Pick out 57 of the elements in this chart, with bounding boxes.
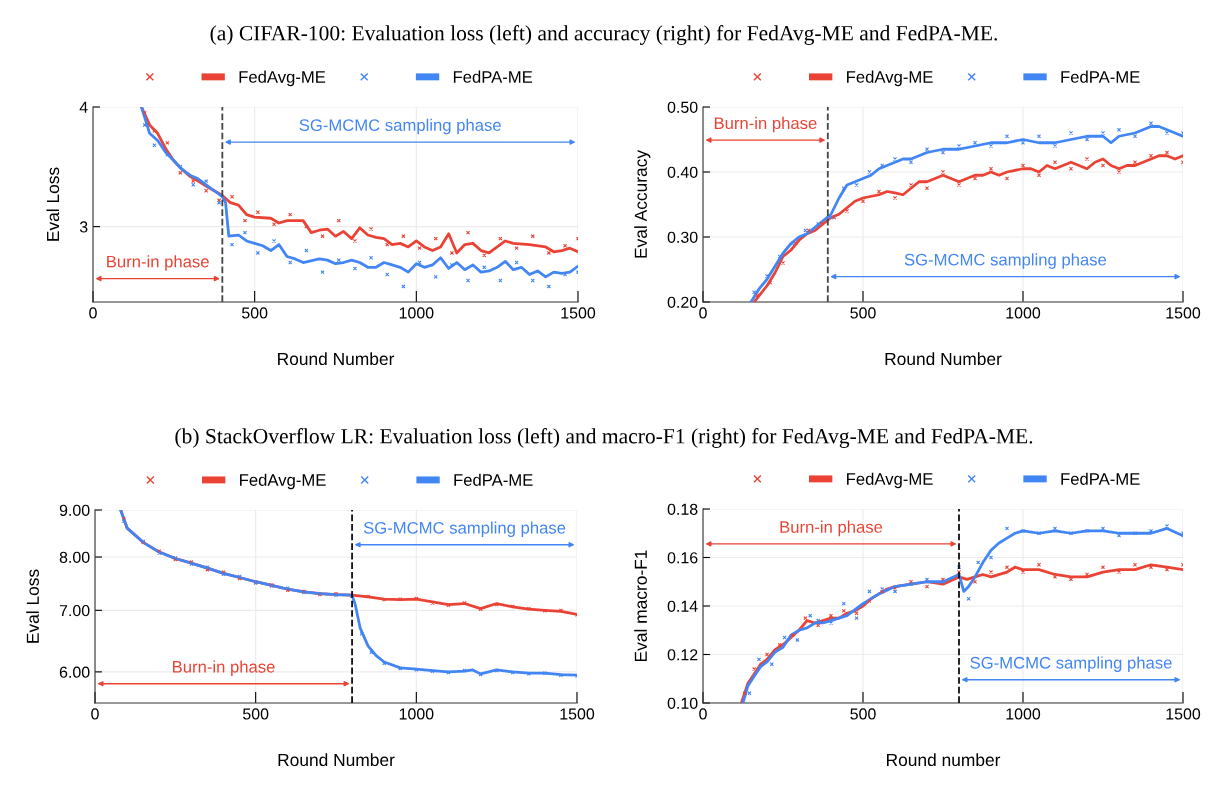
y-tick-label: 0.50	[667, 101, 698, 113]
x-tick-label: 0	[699, 708, 707, 720]
y-tick-label: 0.16	[667, 552, 698, 564]
y-tick-label: 0.40	[667, 166, 698, 178]
x-tick-label: 1500	[561, 307, 596, 319]
y-axis-title: Eval Loss	[46, 167, 60, 241]
x-axis-title: Round Number	[278, 753, 395, 767]
x-tick-label: 1500	[1166, 307, 1201, 319]
legend-label: FedAvg-ME	[240, 473, 326, 490]
x-axis-title: Round Number	[278, 352, 395, 366]
x-tick-label: 0	[699, 307, 707, 319]
x-tick-label: 1500	[1166, 708, 1201, 720]
y-tick-label: 0.20	[667, 296, 698, 308]
x-tick-label: 0	[91, 708, 99, 720]
legend-label: FedAvg-ME	[847, 70, 933, 87]
legend-label: FedAvg-ME	[239, 70, 326, 87]
y-tick-label: 4	[79, 101, 88, 113]
y-axis-title: Eval Loss	[26, 569, 39, 643]
chart-title: (b) StackOverflow LR: Evaluation loss (left) and macro-F1 (right) for FedAvg-ME and FedPA-ME.	[175, 428, 1033, 448]
x-tick-label: 500	[850, 307, 876, 319]
annotation: SG-MCMC sampling phase	[904, 253, 1107, 269]
annotation: SG-MCMC sampling phase	[299, 118, 501, 135]
chart-title: (a) CIFAR-100: Evaluation loss (left) and accuracy (right) for FedAvg-ME and FedPA-ME.	[210, 25, 997, 45]
y-tick-label: 0.10	[667, 697, 698, 709]
y-tick-label: 3	[79, 221, 88, 233]
y-tick-label: 7.00	[59, 604, 90, 617]
x-tick-label: 500	[850, 708, 876, 720]
annotation: Burn-in phase	[714, 116, 817, 133]
x-axis-title: Round Number	[885, 352, 1002, 366]
legend-label: FedPA-ME	[1061, 472, 1140, 485]
annotation: SG-MCMC sampling phase	[970, 656, 1172, 672]
y-tick-label: 0.12	[667, 649, 698, 661]
y-tick-label: 0.14	[667, 600, 698, 612]
annotation: Burn-in phase	[107, 255, 209, 271]
legend-label: FedPA-ME	[1061, 70, 1140, 83]
x-tick-label: 1000	[399, 307, 434, 319]
annotation: SG-MCMC sampling phase	[363, 521, 566, 538]
y-tick-label: 9.00	[59, 504, 90, 516]
y-tick-label: 8.00	[59, 551, 90, 563]
x-tick-label: 500	[241, 307, 268, 319]
x-axis-title: Round number	[887, 753, 1001, 767]
y-axis-title: Eval Accuracy	[634, 150, 651, 258]
x-tick-label: 1000	[1006, 307, 1041, 319]
y-tick-label: 0.18	[667, 503, 698, 515]
x-tick-label: 1000	[1006, 708, 1041, 720]
x-tick-label: 1500	[560, 708, 595, 720]
legend-label: FedPA-ME	[454, 473, 533, 486]
y-tick-label: 6.00	[59, 666, 90, 678]
y-axis-title: Eval macro-F1	[634, 550, 647, 662]
annotation: Burn-in phase	[173, 660, 275, 676]
legend-label: FedAvg-ME	[847, 472, 933, 489]
annotation: Burn-in phase	[780, 520, 883, 537]
x-tick-label: 500	[242, 708, 269, 720]
y-tick-label: 0.30	[667, 231, 698, 243]
x-tick-label: 1000	[399, 708, 434, 720]
x-tick-label: 0	[89, 307, 97, 319]
legend-label: FedPA-ME	[453, 70, 533, 83]
